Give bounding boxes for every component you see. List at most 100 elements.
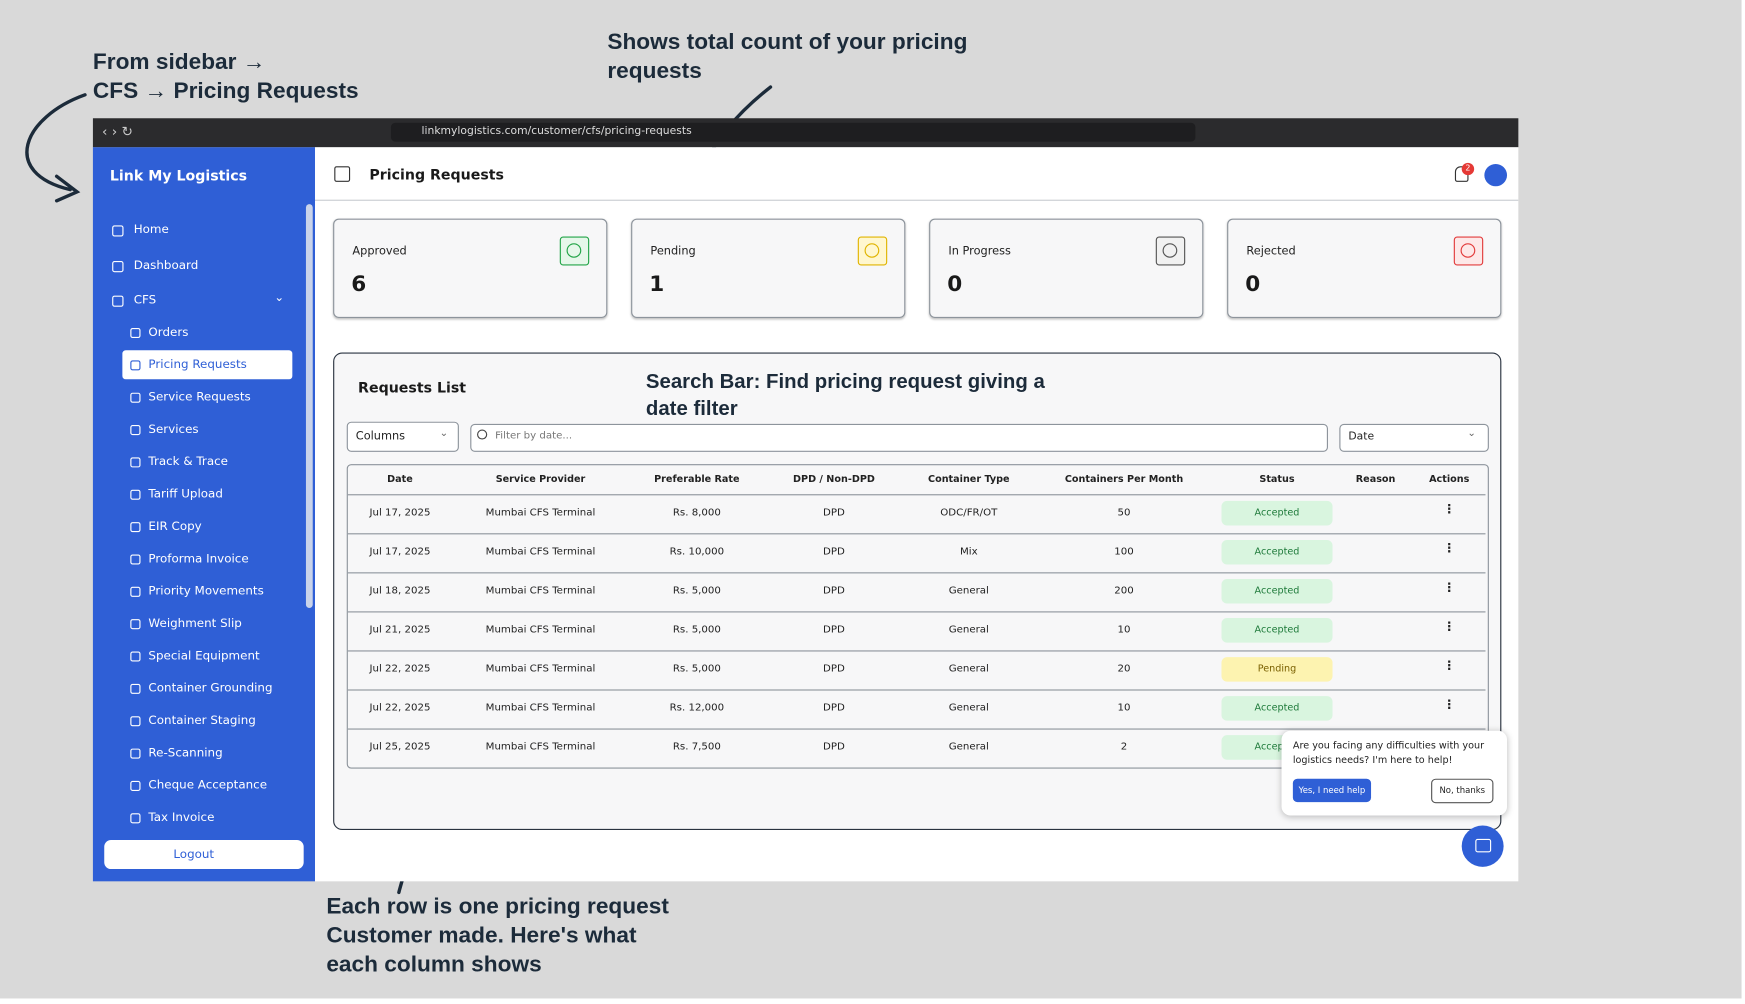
notification-badge: 2 (1461, 162, 1475, 176)
table-cell: Mumbai CFS Terminal (485, 585, 596, 597)
status-badge: Accepted (1221, 500, 1333, 526)
nav-icon (130, 780, 141, 791)
date-select-label: Date (1348, 430, 1375, 443)
nav-subitem[interactable]: Priority Movements (148, 584, 264, 598)
nav-icon (130, 392, 141, 403)
annotation: each column shows (326, 952, 542, 978)
table-cell: Rs. 5,000 (672, 585, 721, 597)
nav-subitem[interactable]: Tariff Upload (148, 487, 223, 501)
table-cell: Rs. 7,500 (672, 741, 721, 754)
row-divider (347, 650, 1486, 652)
column-header: Service Provider (495, 474, 586, 486)
nav-subitem[interactable]: Services (148, 422, 199, 437)
nav-subitem[interactable]: EIR Copy (148, 519, 202, 534)
table-cell: DPD (823, 507, 845, 519)
help-no[interactable]: No, thanks (1431, 778, 1494, 804)
stat-card (333, 218, 608, 318)
table-cell: DPD (823, 702, 845, 714)
logout-button[interactable] (104, 840, 304, 870)
nav-icon (130, 489, 141, 500)
stat-card (1227, 218, 1502, 318)
stat-icon-glyph (1162, 243, 1178, 258)
nav-item[interactable]: CFS (133, 293, 157, 307)
table-cell: 10 (1117, 624, 1131, 636)
table-cell: Mix (959, 546, 978, 558)
nav-subitem[interactable]: Orders (148, 325, 189, 340)
chevron: ⌄ (439, 428, 449, 440)
row-actions[interactable]: ⋮ (1443, 580, 1456, 595)
stat-value: 0 (1245, 272, 1261, 297)
row-actions[interactable]: ⋮ (1443, 619, 1456, 634)
columns-button[interactable] (346, 421, 459, 452)
table-cell: Jul 21, 2025 (369, 624, 431, 636)
row-actions[interactable]: ⋮ (1443, 658, 1456, 673)
nav-icon (130, 716, 141, 727)
requests-title: Requests List (358, 379, 467, 397)
row-divider (347, 728, 1486, 730)
chat-button[interactable] (1461, 825, 1504, 867)
annotation: requests (607, 59, 702, 84)
nav-subitem[interactable]: Tax Invoice (148, 811, 215, 825)
row-actions[interactable]: ⋮ (1443, 502, 1456, 517)
status-badge: Accepted (1221, 578, 1333, 604)
nav-icon (130, 651, 141, 662)
help-yes[interactable]: Yes, I need help (1292, 778, 1372, 803)
nav-subitem[interactable]: Proforma Invoice (148, 552, 249, 566)
table-cell: Mumbai CFS Terminal (485, 663, 596, 675)
nav-subitem[interactable]: Re-Scanning (148, 746, 223, 760)
search-icon (477, 429, 488, 440)
nav-icon (130, 586, 141, 597)
nav-subitem[interactable]: Track & Trace (148, 455, 228, 469)
nav-subitem[interactable]: Container Staging (148, 713, 256, 728)
avatar[interactable] (1484, 163, 1508, 187)
nav-buttons[interactable]: ‹ › ↻ (101, 123, 133, 140)
table-cell: Jul 25, 2025 (369, 741, 431, 754)
page-title: Pricing Requests (369, 166, 504, 183)
table-cell: Jul 22, 2025 (369, 702, 431, 714)
nav-icon (130, 748, 141, 759)
search-input[interactable] (470, 423, 1328, 452)
stat-icon-glyph (864, 243, 880, 258)
stat-icon (1453, 236, 1484, 266)
column-header: Reason (1355, 474, 1396, 486)
stat-label: Approved (352, 245, 407, 258)
scrollbar (305, 204, 313, 609)
sidebar-toggle[interactable] (334, 166, 351, 182)
nav-subitem[interactable]: Special Equipment (148, 649, 260, 663)
annotation: Search Bar: Find pricing request giving … (645, 370, 1045, 393)
row-actions[interactable]: ⋮ (1443, 697, 1456, 712)
table-cell: Jul 17, 2025 (369, 507, 431, 519)
logout-label: Logout (173, 847, 215, 862)
columns-label: Columns (355, 430, 406, 443)
nav-icon (130, 522, 141, 533)
nav-subitem[interactable]: Service Requests (148, 390, 251, 404)
nav-subitem[interactable]: Cheque Acceptance (148, 778, 268, 793)
table-cell: 50 (1117, 507, 1131, 519)
row-actions[interactable]: ⋮ (1443, 541, 1456, 556)
brand: Link My Logistics (109, 167, 248, 185)
active-item-bg (122, 350, 293, 380)
nav-icon (130, 554, 141, 565)
nav-subitem[interactable]: Pricing Requests (148, 358, 247, 372)
search-placeholder: Filter by date... (495, 430, 573, 442)
row-divider (347, 494, 1486, 496)
stat-label: Pending (650, 245, 696, 258)
nav-item[interactable]: Dashboard (133, 258, 199, 273)
stat-icon-glyph (566, 243, 582, 258)
header-border (315, 199, 1519, 201)
chat-icon (1475, 838, 1492, 853)
nav-icon (130, 683, 141, 694)
nav-item[interactable]: Home (133, 223, 169, 237)
date-select[interactable] (1339, 423, 1489, 452)
nav-icon (130, 360, 141, 371)
table-cell: Rs. 10,000 (669, 546, 725, 558)
nav-subitem[interactable]: Container Grounding (148, 681, 273, 696)
nav-icon (130, 457, 141, 468)
nav-subitem[interactable]: Weighment Slip (148, 616, 242, 631)
column-header: Actions (1429, 474, 1470, 486)
help-text: Are you facing any difficulties with you… (1292, 740, 1485, 767)
table-cell: Mumbai CFS Terminal (485, 507, 596, 519)
column-header: Container Type (928, 474, 1010, 486)
